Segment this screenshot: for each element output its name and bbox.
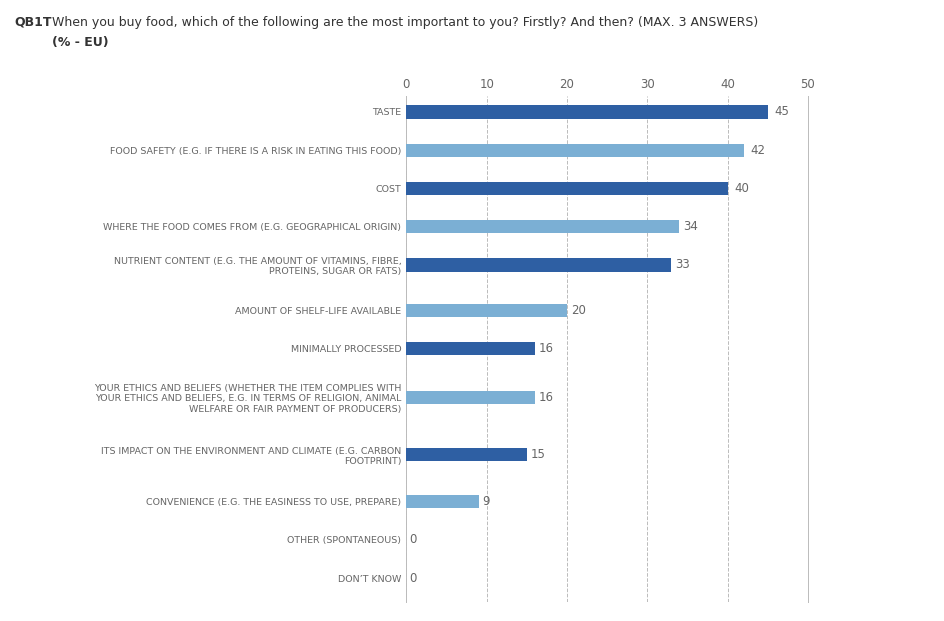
Text: (% - EU): (% - EU) [52, 36, 109, 49]
Bar [406, 143, 743, 156]
Text: 42: 42 [750, 143, 765, 156]
Text: QB1T: QB1T [14, 16, 52, 29]
Bar [406, 448, 527, 461]
Bar [406, 106, 767, 119]
Bar [406, 391, 534, 404]
Text: 15: 15 [531, 448, 545, 461]
Text: 16: 16 [538, 342, 553, 355]
Text: 0: 0 [409, 533, 416, 546]
Text: 45: 45 [773, 106, 788, 119]
Bar [406, 342, 534, 355]
Text: 40: 40 [733, 182, 749, 195]
Bar [406, 304, 566, 317]
Text: 20: 20 [570, 304, 585, 317]
Text: When you buy food, which of the following are the most important to you? Firstly: When you buy food, which of the followin… [52, 16, 757, 29]
Bar [406, 258, 670, 271]
Bar [406, 495, 478, 508]
Text: 9: 9 [482, 495, 490, 508]
Text: 0: 0 [409, 571, 416, 584]
Bar [406, 220, 679, 233]
Bar [406, 182, 727, 195]
Text: 34: 34 [683, 220, 698, 233]
Text: 16: 16 [538, 391, 553, 404]
Text: 33: 33 [675, 258, 689, 271]
